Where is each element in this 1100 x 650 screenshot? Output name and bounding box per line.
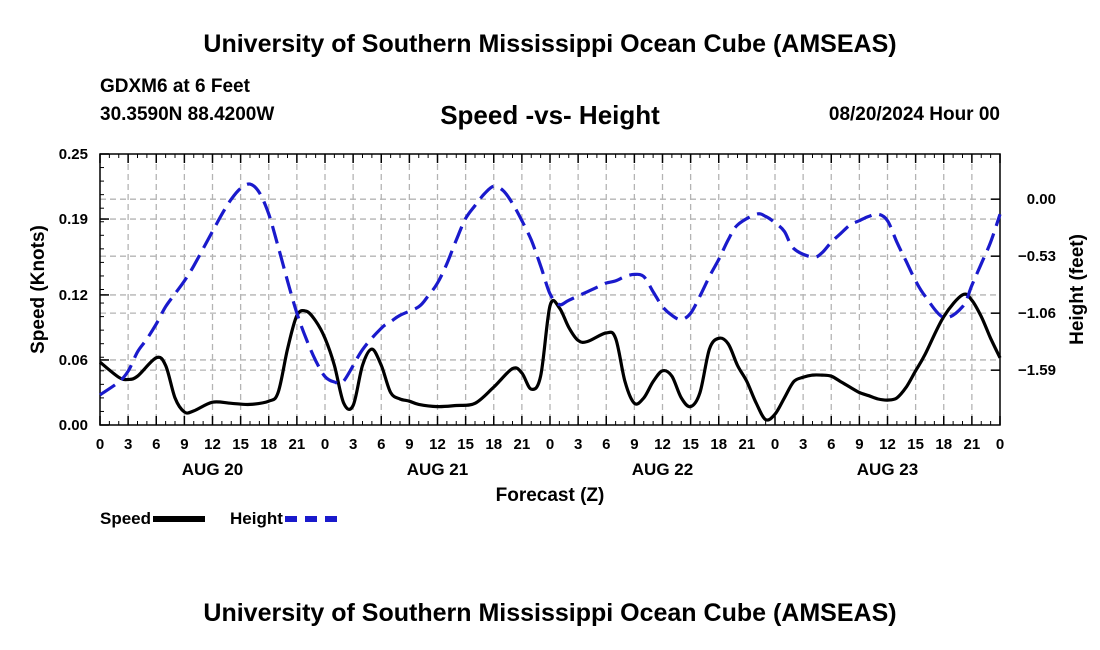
speed-series-line (98, 292, 1002, 422)
x-tick-label: 12 (429, 436, 446, 453)
x-tick-label: 9 (855, 436, 863, 453)
station-label: GDXM6 at 6 Feet (100, 76, 250, 97)
x-tick-label: 0 (996, 436, 1004, 453)
x-tick-label: 18 (710, 436, 727, 453)
x-tick-label: 12 (879, 436, 896, 453)
y-right-tick-label: −1.06 (1018, 305, 1056, 322)
x-tick-label: 21 (739, 436, 756, 453)
x-axis-label: Forecast (Z) (496, 485, 605, 506)
legend-speed: Speed (100, 509, 206, 529)
y-right-tick-label: 0.00 (1027, 191, 1056, 208)
legend-height: Height (230, 509, 337, 529)
x-tick-label: 0 (546, 436, 554, 453)
x-tick-label: 21 (289, 436, 306, 453)
x-day-label: AUG 23 (857, 460, 918, 479)
y-right-axis-label: Height (feet) (1067, 234, 1088, 345)
x-tick-label: 6 (602, 436, 610, 453)
y-left-tick-label: 0.00 (59, 417, 88, 434)
height-series-line (99, 182, 1002, 397)
y-left-tick-label: 0.25 (59, 146, 88, 163)
forecast-date-label: 08/20/2024 Hour 00 (828, 104, 1000, 125)
x-day-label: AUG 21 (407, 460, 468, 479)
coordinates-label: 30.3590N 88.4200W (100, 104, 275, 125)
y-right-tick-label: −1.59 (1018, 362, 1056, 379)
legend-speed-label: Speed (100, 509, 152, 528)
x-tick-label: 9 (180, 436, 188, 453)
x-tick-label: 0 (771, 436, 779, 453)
chart-title: Speed -vs- Height (440, 100, 660, 130)
x-tick-label: 6 (827, 436, 835, 453)
y-right-tick-label: −0.53 (1018, 248, 1056, 265)
x-tick-label: 21 (964, 436, 981, 453)
legend-speed-swatch (153, 516, 206, 522)
x-day-label: AUG 20 (182, 460, 243, 479)
y-left-tick-label: 0.12 (59, 287, 88, 304)
legend-height-swatch (284, 516, 337, 522)
x-tick-label: 6 (152, 436, 160, 453)
footer-title: University of Southern Mississippi Ocean… (203, 599, 897, 627)
x-tick-label: 15 (457, 436, 474, 453)
x-tick-label: 0 (96, 436, 104, 453)
x-tick-label: 12 (204, 436, 221, 453)
x-tick-label: 18 (485, 436, 502, 453)
y-left-tick-label: 0.06 (59, 352, 88, 369)
x-tick-label: 21 (514, 436, 531, 453)
legend-height-label: Height (230, 509, 283, 528)
y-left-tick-label: 0.19 (59, 211, 88, 228)
x-tick-label: 0 (321, 436, 329, 453)
x-tick-label: 15 (907, 436, 924, 453)
x-tick-label: 18 (935, 436, 952, 453)
x-tick-label: 3 (574, 436, 582, 453)
y-left-axis-label: Speed (Knots) (28, 225, 49, 354)
x-tick-label: 3 (349, 436, 357, 453)
x-tick-label: 15 (232, 436, 249, 453)
x-day-label: AUG 22 (632, 460, 693, 479)
x-tick-label: 6 (377, 436, 385, 453)
page-title: University of Southern Mississippi Ocean… (203, 30, 897, 58)
x-tick-label: 9 (630, 436, 638, 453)
x-tick-label: 18 (260, 436, 277, 453)
x-tick-label: 15 (682, 436, 699, 453)
x-tick-label: 3 (799, 436, 807, 453)
x-tick-label: 9 (405, 436, 413, 453)
x-tick-label: 3 (124, 436, 132, 453)
x-tick-label: 12 (654, 436, 671, 453)
